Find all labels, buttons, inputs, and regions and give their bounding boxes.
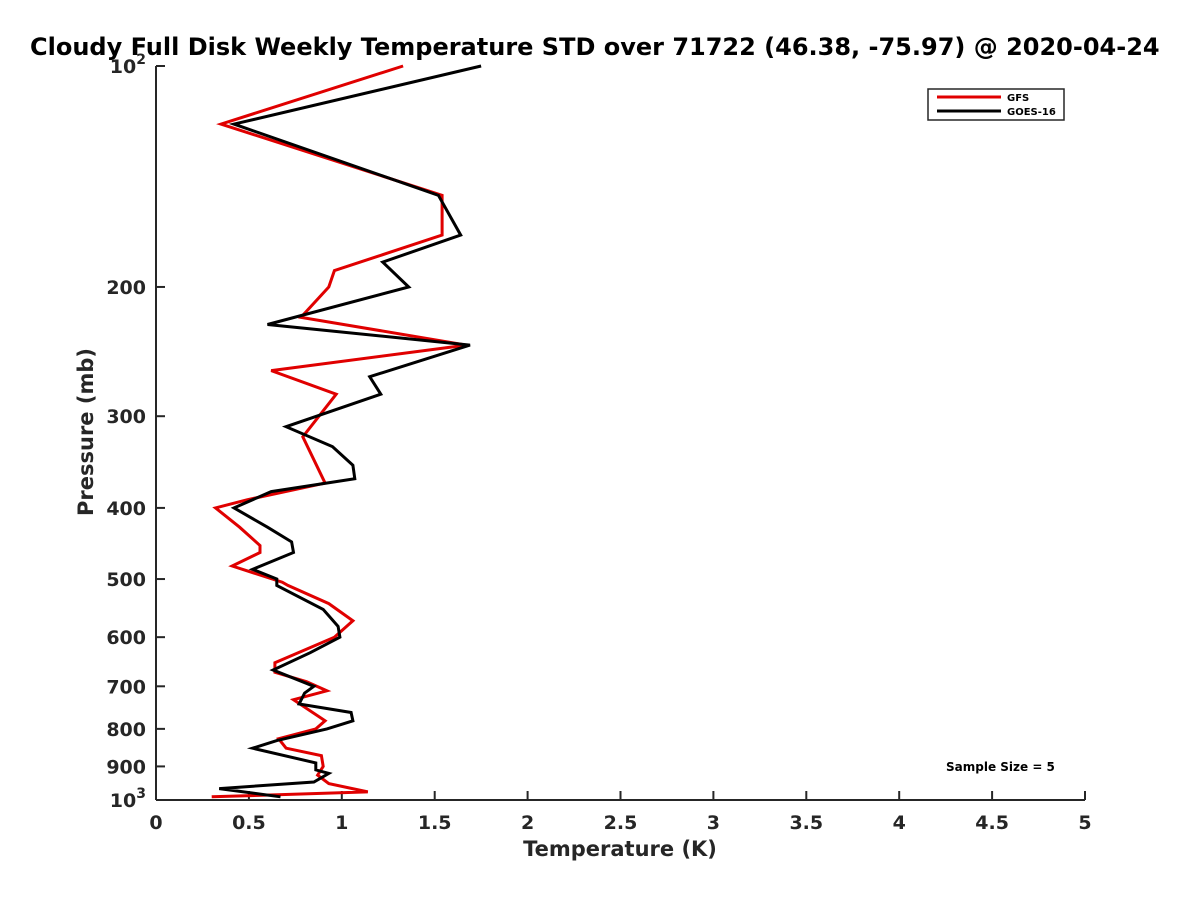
x-tick-label: 5: [1078, 812, 1091, 834]
chart-title: Cloudy Full Disk Weekly Temperature STD …: [30, 33, 1160, 61]
x-axis-title: Temperature (K): [523, 837, 717, 861]
x-tick-label: 1: [335, 812, 348, 834]
y-tick-label: 900: [106, 756, 146, 778]
y-tick-exponent: 2: [136, 52, 146, 68]
series-line-goes16: [219, 64, 482, 799]
legend: GFS GOES-16: [927, 88, 1065, 121]
x-tick-label: 2: [521, 812, 534, 834]
y-tick-base: 10: [110, 56, 136, 78]
x-tick-label: 0.5: [232, 812, 266, 834]
x-tick-label: 3: [707, 812, 720, 834]
x-axis-ticks: 0 0.5 1 1.5 2 2.5 3 3.5 4 4.5 5: [149, 791, 1092, 834]
x-tick-label: 0: [149, 812, 162, 834]
y-tick-label: 800: [106, 719, 146, 741]
x-tick-label: 1.5: [418, 812, 452, 834]
legend-label-gfs: GFS: [1007, 93, 1029, 104]
x-tick-label: 4: [893, 812, 906, 834]
y-tick-label: 200: [106, 277, 146, 299]
legend-box: [927, 88, 1065, 121]
y-tick-label: 300: [106, 406, 146, 428]
y-tick-label: 102: [110, 52, 146, 78]
series-line-gfs: [211, 64, 467, 799]
legend-label-goes16: GOES-16: [1007, 107, 1056, 118]
y-axis-title: Pressure (mb): [74, 348, 98, 516]
sample-size-annotation: Sample Size = 5: [946, 760, 1055, 774]
y-tick-label: 600: [106, 627, 146, 649]
y-tick-base: 10: [110, 790, 136, 812]
x-tick-label: 3.5: [789, 812, 823, 834]
y-tick-label: 700: [106, 676, 146, 698]
y-tick-label: 103: [110, 786, 146, 812]
plot-area: 0 0.5 1 1.5 2 2.5 3 3.5 4 4.5 5 102200300400500600…: [106, 52, 1091, 834]
y-tick-label: 400: [106, 498, 146, 520]
x-tick-label: 2.5: [604, 812, 638, 834]
series-lines: [211, 64, 482, 799]
x-tick-label: 4.5: [975, 812, 1009, 834]
y-tick-label: 500: [106, 569, 146, 591]
y-tick-exponent: 3: [136, 786, 146, 802]
